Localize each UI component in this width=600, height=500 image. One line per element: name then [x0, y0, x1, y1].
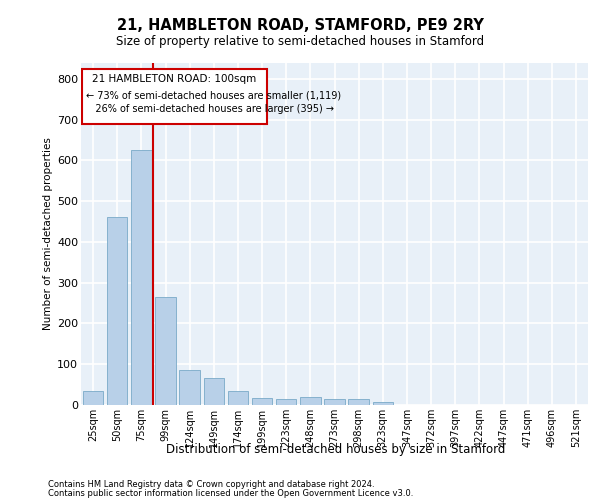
Text: Contains HM Land Registry data © Crown copyright and database right 2024.: Contains HM Land Registry data © Crown c… [48, 480, 374, 489]
Text: Contains public sector information licensed under the Open Government Licence v3: Contains public sector information licen… [48, 488, 413, 498]
Bar [324, 399, 345, 405]
Text: 21 HAMBLETON ROAD: 100sqm: 21 HAMBLETON ROAD: 100sqm [92, 74, 257, 84]
Bar [373, 402, 393, 405]
Bar [131, 150, 152, 405]
Bar [179, 370, 200, 405]
Bar [276, 399, 296, 405]
Text: ← 73% of semi-detached houses are smaller (1,119): ← 73% of semi-detached houses are smalle… [86, 90, 341, 100]
Text: 26% of semi-detached houses are larger (395) →: 26% of semi-detached houses are larger (… [86, 104, 334, 115]
Bar [300, 397, 320, 405]
Bar [107, 218, 127, 405]
Text: Size of property relative to semi-detached houses in Stamford: Size of property relative to semi-detach… [116, 35, 484, 48]
Bar [155, 297, 176, 405]
Y-axis label: Number of semi-detached properties: Number of semi-detached properties [43, 138, 53, 330]
Text: Distribution of semi-detached houses by size in Stamford: Distribution of semi-detached houses by … [166, 442, 506, 456]
Bar [203, 378, 224, 405]
Bar [227, 390, 248, 405]
Bar [349, 399, 369, 405]
Bar [252, 398, 272, 405]
Bar [83, 390, 103, 405]
FancyBboxPatch shape [82, 68, 267, 124]
Text: 21, HAMBLETON ROAD, STAMFORD, PE9 2RY: 21, HAMBLETON ROAD, STAMFORD, PE9 2RY [116, 18, 484, 32]
